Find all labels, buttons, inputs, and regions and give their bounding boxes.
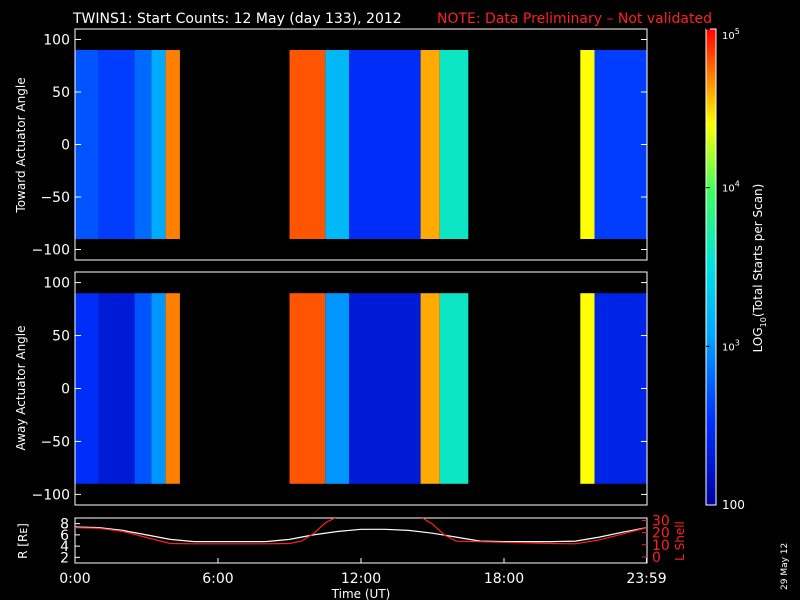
colorbar: 105 104 103 100 LOG10(Total Starts per Scan… <box>705 27 768 512</box>
away-ytick-label-1: 50 <box>52 329 70 345</box>
lshell-tick-label-1: 20 <box>652 526 670 542</box>
time-tick-label-2: 12:00 <box>341 571 381 587</box>
away-column-0 <box>75 293 99 484</box>
away-column-5 <box>289 293 326 484</box>
away-column-7 <box>349 293 421 484</box>
toward-column-3 <box>151 50 166 239</box>
colorbar-label-prefix: LOG <box>751 327 765 352</box>
toward-y-ticks: 100 50 0 −50 −100 <box>32 33 647 259</box>
toward-column-4 <box>165 50 180 239</box>
toward-column-10 <box>580 50 595 239</box>
toward-ytick-label-3: −50 <box>40 190 70 206</box>
colorbar-tick-label-0: 105 <box>722 27 740 42</box>
away-column-1 <box>98 293 135 484</box>
radius-tick-label-0: 8 <box>60 517 69 533</box>
radius-tick-label-3: 2 <box>60 550 69 566</box>
toward-column-6 <box>325 50 350 239</box>
radius-tick-label-1: 6 <box>60 528 69 544</box>
radius-line <box>75 526 647 543</box>
radius-y-label: R [Rᴇ] <box>16 523 30 559</box>
colorbar-ticks: 105 104 103 100 <box>706 27 745 512</box>
time-axis-ticks: 0:00 6:00 12:00 18:00 23:59 <box>59 558 667 587</box>
colorbar-label-sub: 10 <box>759 317 768 327</box>
toward-column-8 <box>420 50 440 239</box>
preliminary-note: NOTE: Data Preliminary – Not validated <box>437 11 712 27</box>
date-stamp: 29 May 12 <box>780 543 790 590</box>
toward-column-0 <box>75 50 99 239</box>
away-column-2 <box>134 293 152 484</box>
colorbar-tick-label-1: 104 <box>722 180 740 195</box>
time-tick-label-0: 0:00 <box>59 571 90 587</box>
toward-heatmap <box>75 50 647 239</box>
toward-column-5 <box>289 50 326 239</box>
away-ytick-label-0: 100 <box>43 276 70 292</box>
time-axis-label: Time (UT) <box>331 587 391 600</box>
toward-column-1 <box>98 50 135 239</box>
toward-column-2 <box>134 50 152 239</box>
away-ytick-label-3: −50 <box>40 434 70 450</box>
away-column-10 <box>580 293 595 484</box>
toward-ytick-label-2: 0 <box>61 138 70 154</box>
away-panel: 100 50 0 −50 −100 Away Actuator Angle <box>14 271 648 506</box>
radius-tick-label-2: 4 <box>60 539 69 555</box>
away-column-9 <box>439 293 469 484</box>
away-column-8 <box>420 293 440 484</box>
toward-column-7 <box>349 50 421 239</box>
colorbar-label: LOG10(Total Starts per Scan) <box>751 184 768 353</box>
time-tick-label-4: 23:59 <box>626 571 666 587</box>
lshell-y-label: L Shell <box>673 521 687 561</box>
orbit-lines <box>75 518 647 545</box>
lshell-tick-label-3: 0 <box>652 550 661 566</box>
colorbar-tick-label-2: 103 <box>722 338 740 353</box>
away-heatmap <box>75 293 647 484</box>
away-column-4 <box>165 293 180 484</box>
colorbar-bottom-label: 100 <box>722 498 745 512</box>
toward-ytick-label-1: 50 <box>52 85 70 101</box>
colorbar-frame <box>705 28 717 506</box>
toward-ytick-label-4: −100 <box>32 243 70 259</box>
away-ytick-label-2: 0 <box>61 382 70 398</box>
toward-column-11 <box>594 50 647 239</box>
away-y-ticks: 100 50 0 −50 −100 <box>32 276 647 503</box>
toward-y-label: Toward Actuator Angle <box>14 77 28 213</box>
away-column-3 <box>151 293 166 484</box>
colorbar-gradient <box>706 29 716 505</box>
time-tick-label-3: 18:00 <box>484 571 524 587</box>
away-y-label: Away Actuator Angle <box>14 325 28 450</box>
figure-title: TWINS1: Start Counts: 12 May (day 133), … <box>72 11 402 27</box>
away-ytick-label-4: −100 <box>32 487 70 503</box>
away-column-6 <box>325 293 350 484</box>
lshell-tick-label-0: 30 <box>652 513 670 529</box>
toward-panel: 100 50 0 −50 −100 Toward Actuator Angle <box>14 28 648 261</box>
toward-ytick-label-0: 100 <box>43 33 70 49</box>
time-tick-label-1: 6:00 <box>202 571 233 587</box>
lshell-line <box>75 518 647 545</box>
away-column-11 <box>594 293 647 484</box>
toward-column-9 <box>439 50 469 239</box>
lshell-tick-label-2: 10 <box>652 538 670 554</box>
colorbar-label-suffix: (Total Starts per Scan) <box>751 184 765 318</box>
